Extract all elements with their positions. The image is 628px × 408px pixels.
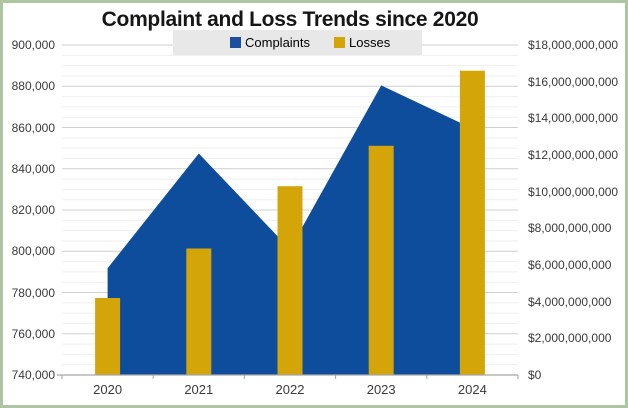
left-axis-tick: 820,000	[11, 203, 55, 217]
right-axis-tick: $16,000,000,000	[528, 74, 619, 89]
x-axis-category: 2020	[93, 382, 123, 397]
losses-bar	[368, 145, 394, 375]
left-axis-tick: 740,000	[11, 368, 55, 382]
x-axis-category: 2023	[366, 382, 396, 397]
legend-label-complaints: Complaints	[245, 35, 311, 50]
right-axis-tick: $10,000,000,000	[528, 184, 619, 199]
right-axis-tick: $0	[528, 368, 542, 382]
right-axis-tick: $6,000,000,000	[528, 258, 612, 272]
legend-item-losses: Losses	[334, 35, 390, 50]
complaints-swatch-icon	[230, 37, 241, 48]
losses-bar	[95, 298, 121, 375]
right-axis-tick: $8,000,000,000	[528, 221, 612, 236]
legend-label-losses: Losses	[349, 35, 391, 50]
left-axis-tick: 780,000	[11, 285, 55, 300]
right-axis-tick: $12,000,000,000	[528, 148, 619, 162]
losses-swatch-icon	[334, 37, 346, 48]
left-axis-tick: 840,000	[11, 161, 55, 176]
x-axis-category: 2022	[275, 382, 305, 397]
right-axis-tick: $2,000,000,000	[528, 331, 612, 346]
losses-bar	[277, 186, 303, 375]
losses-bar	[186, 248, 212, 375]
left-axis-tick: 800,000	[11, 244, 55, 259]
losses-bar	[459, 70, 485, 375]
right-axis-tick: $18,000,000,000	[528, 38, 619, 52]
x-axis-category: 2021	[184, 382, 214, 397]
legend: Complaints Losses	[173, 30, 422, 55]
left-axis-tick: 860,000	[11, 120, 55, 135]
right-axis-tick: $14,000,000,000	[528, 111, 619, 126]
left-axis-tick: 880,000	[11, 79, 55, 94]
left-axis-tick: 760,000	[11, 326, 55, 341]
x-axis-category: 2024	[457, 382, 487, 397]
chart-title: Complaint and Loss Trends since 2020	[101, 8, 479, 31]
legend-item-complaints: Complaints	[230, 35, 310, 50]
left-axis-tick: 900,000	[11, 38, 55, 52]
right-axis-tick: $4,000,000,000	[528, 294, 612, 309]
